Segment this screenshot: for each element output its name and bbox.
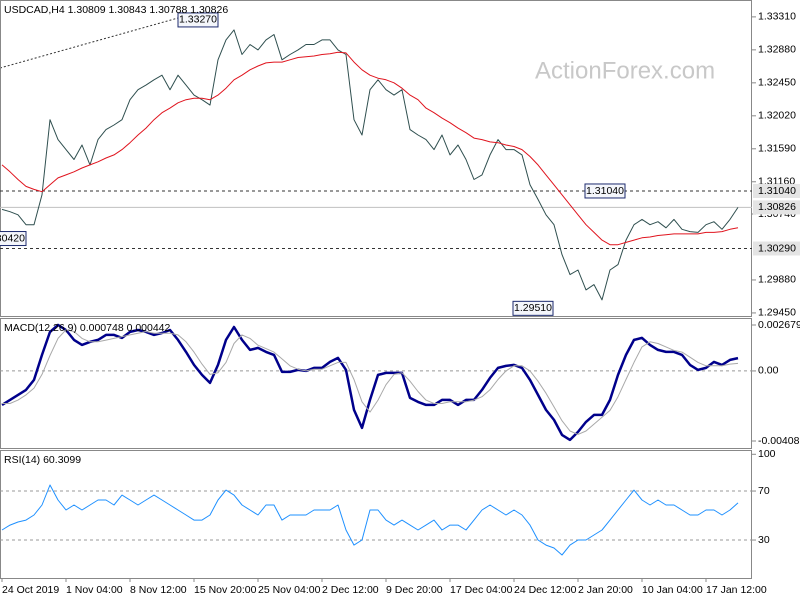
watermark: ActionForex.com <box>535 57 715 84</box>
price-level-label: 1.30826 <box>758 201 796 213</box>
y-tick-label: 1.32020 <box>758 110 796 122</box>
panel-frame <box>0 450 752 579</box>
y-tick-label: 100 <box>758 448 776 460</box>
series-line <box>1 484 739 556</box>
x-tick-label: 24 Dec 12:00 <box>514 584 577 596</box>
x-tick-label: 15 Nov 20:00 <box>194 584 257 596</box>
y-tick-label: 1.33310 <box>758 11 796 23</box>
y-tick-label: 1.31590 <box>758 143 796 155</box>
y-tick-label: 1.29880 <box>758 274 796 286</box>
series-line <box>1 29 739 301</box>
series-line <box>1 323 739 442</box>
annotation-box <box>177 12 219 28</box>
y-tick-label: 70 <box>758 485 770 497</box>
x-tick-label: 24 Oct 2019 <box>2 584 59 596</box>
trend-line <box>0 17 179 69</box>
x-tick-label: 25 Nov 04:00 <box>258 584 321 596</box>
y-tick-label: 30 <box>758 534 770 546</box>
price-level-label: 1.30290 <box>758 242 796 254</box>
panel-title: USDCAD,H4 1.30809 1.30843 1.30788 1.3082… <box>4 4 228 16</box>
x-tick-label: 1 Nov 04:00 <box>66 584 123 596</box>
y-tick-label: 0.002679 <box>758 319 800 331</box>
panel-frame <box>0 0 752 317</box>
price-level-box <box>753 241 800 256</box>
x-tick-label: 17 Jan 12:00 <box>706 584 767 596</box>
annotation-label: 1.30420 <box>0 232 25 244</box>
price-level-box <box>753 183 800 198</box>
annotation-label: 1.29510 <box>514 302 552 314</box>
price-level-box <box>753 200 800 215</box>
x-tick-label: 10 Jan 04:00 <box>642 584 703 596</box>
series-line <box>2 329 739 435</box>
annotation-label: 1.33270 <box>179 14 217 26</box>
y-tick-label: -0.004086 <box>758 435 800 447</box>
y-tick-label: 0.00 <box>758 365 779 377</box>
x-tick-label: 2 Dec 12:00 <box>322 584 379 596</box>
price-level-label: 1.31040 <box>758 185 796 197</box>
y-tick-label: 1.32880 <box>758 44 796 56</box>
annotation-box <box>0 231 27 247</box>
y-tick-label: 1.32450 <box>758 77 796 89</box>
series-line <box>1 51 739 246</box>
y-tick-label: 1.29450 <box>758 307 796 319</box>
x-tick-label: 17 Dec 04:00 <box>450 584 513 596</box>
panel-frame <box>0 318 752 449</box>
annotation-box <box>512 300 554 316</box>
annotation-label: 1.31040 <box>586 185 624 197</box>
panel-title: MACD(12,26,9) 0.000748 0.000442 <box>4 322 171 334</box>
panel-title: RSI(14) 60.3099 <box>4 454 81 466</box>
x-tick-label: 2 Jan 20:00 <box>578 584 633 596</box>
x-tick-label: 9 Dec 20:00 <box>386 584 443 596</box>
annotation-box <box>584 183 626 199</box>
x-tick-label: 8 Nov 12:00 <box>130 584 187 596</box>
